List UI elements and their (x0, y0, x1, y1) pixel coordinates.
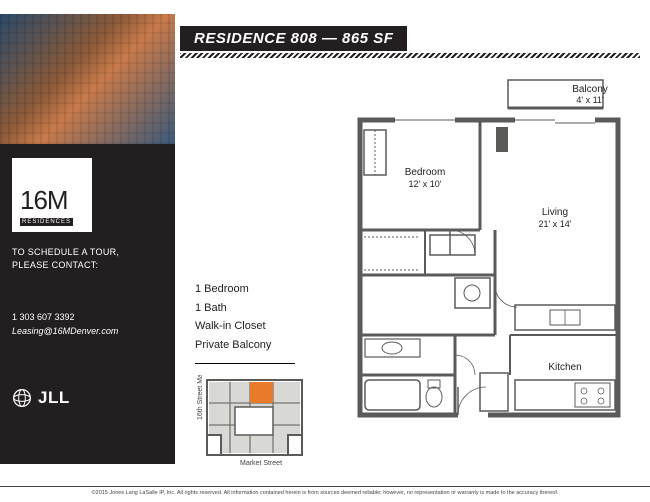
feature-item: Private Balcony (195, 336, 295, 355)
living-dim: 21' x 14' (539, 219, 572, 229)
jll-icon (12, 388, 32, 408)
contact-info: 1 303 607 3392 Leasing@16MDenver.com (12, 311, 163, 338)
feature-item: 1 Bedroom (195, 280, 295, 299)
page-title: RESIDENCE 808 — 865 SF (180, 26, 407, 51)
bedroom-dim: 12' x 10' (409, 179, 442, 189)
floor-plan: Balcony 4' x 11' Bedroom 12' x 10' (340, 75, 635, 420)
jll-text: JLL (38, 388, 70, 408)
schedule-line1: TO SCHEDULE A TOUR, (12, 246, 163, 259)
street-left: 16th Street Mall (197, 375, 204, 420)
email: Leasing@16MDenver.com (12, 325, 163, 339)
kitchen-label: Kitchen (548, 362, 581, 373)
logo-subtext: RESIDENCES (20, 218, 73, 226)
phone: 1 303 607 3392 (12, 311, 163, 325)
title-stripe (180, 53, 640, 58)
feature-item: Walk-in Closet (195, 317, 295, 336)
balcony-label: Balcony (572, 84, 608, 95)
logo: 16M RESIDENCES (12, 158, 92, 232)
sidebar: 16M RESIDENCES TO SCHEDULE A TOUR, PLEAS… (0, 144, 175, 464)
jll-logo: JLL (12, 388, 163, 408)
features-divider (195, 363, 295, 364)
logo-text: 16M (20, 185, 68, 216)
features-list: 1 Bedroom 1 Bath Walk-in Closet Private … (195, 280, 295, 364)
bedroom-label: Bedroom (405, 167, 446, 178)
key-plan: 16th Street Mall Market Street (195, 375, 310, 470)
schedule-line2: PLEASE CONTACT: (12, 259, 163, 272)
title-bar: RESIDENCE 808 — 865 SF (180, 26, 640, 58)
schedule-text: TO SCHEDULE A TOUR, PLEASE CONTACT: (12, 246, 163, 271)
building-photo (0, 14, 175, 144)
balcony-dim: 4' x 11' (576, 95, 604, 105)
living-label: Living (542, 207, 568, 218)
footer-disclaimer: ©2015 Jones Lang LaSalle IP, Inc. All ri… (0, 486, 650, 496)
street-bottom: Market Street (240, 460, 282, 467)
feature-item: 1 Bath (195, 299, 295, 318)
